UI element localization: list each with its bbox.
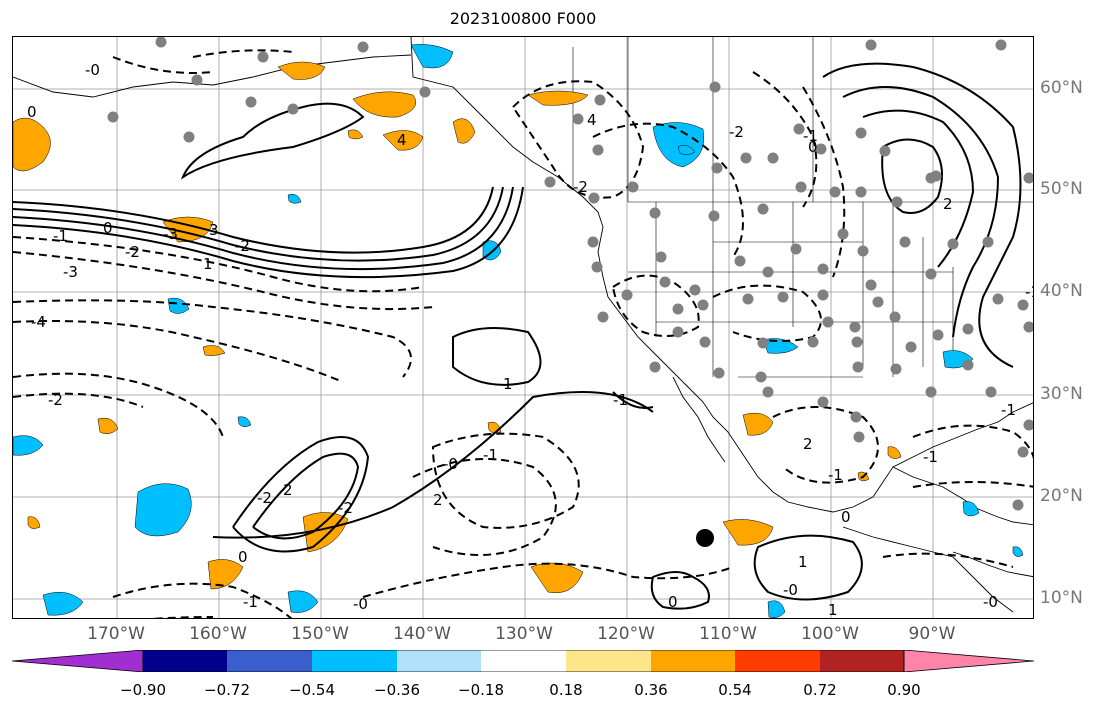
contour-label: 2 xyxy=(433,491,443,509)
contour-label: -2 xyxy=(235,237,250,255)
contour-label: 1 xyxy=(203,255,213,273)
longitude-label: 120°W xyxy=(597,624,655,644)
contour-label: -1 xyxy=(243,593,258,611)
colorbar-segment xyxy=(481,650,566,672)
coastlines xyxy=(13,37,1033,613)
contour-label: -3 xyxy=(63,263,78,281)
colorbar-segment xyxy=(735,650,820,672)
contour-label: 0 xyxy=(668,593,678,611)
contour-label: 4 xyxy=(397,131,407,149)
longitude-label: 160°W xyxy=(189,624,247,644)
contour-label: 0 xyxy=(841,508,851,526)
contour-label: 4 xyxy=(587,111,597,129)
latitude-label: 40°N xyxy=(1040,281,1083,301)
colorbar-tick-label: −0.90 xyxy=(120,681,166,699)
contour-label: -1 xyxy=(1001,401,1016,419)
contour-label: -2 xyxy=(573,178,588,196)
colorbar-tick-label: 0.72 xyxy=(803,681,837,699)
contour-label: 2 xyxy=(803,435,813,453)
longitude-label: 130°W xyxy=(495,624,553,644)
longitude-label: 140°W xyxy=(393,624,451,644)
highlight-station-marker xyxy=(696,529,714,547)
contour-label: -2 xyxy=(338,499,353,517)
colorbar-segment xyxy=(566,650,651,672)
contour-label: -3 xyxy=(163,225,178,243)
colorbar-segment xyxy=(312,650,397,672)
longitude-label: 170°W xyxy=(87,624,145,644)
colorbar-segment xyxy=(820,650,904,672)
contour-label: -0 xyxy=(983,593,998,611)
contour-label: 0 xyxy=(103,219,113,237)
colorbar-tick-label: 0.36 xyxy=(634,681,668,699)
longitude-label: 90°W xyxy=(908,624,956,644)
negative-contours xyxy=(13,49,1033,618)
negative-anomaly-areas xyxy=(13,44,1024,618)
contour-label: -1 xyxy=(1025,283,1034,301)
contour-label: 1 xyxy=(828,601,838,619)
latitude-label: 50°N xyxy=(1040,179,1083,199)
contour-label: -0 xyxy=(783,581,798,599)
colorbar xyxy=(12,650,1034,672)
colorbar-segment xyxy=(143,650,227,672)
colorbar-segment xyxy=(397,650,481,672)
latitude-label: 10°N xyxy=(1040,588,1083,608)
contour-label: -1 xyxy=(613,391,628,409)
colorbar-extend-max xyxy=(903,650,1034,672)
latitude-label: 30°N xyxy=(1040,384,1083,404)
contour-label: 1 xyxy=(798,553,808,571)
colorbar-tick-label: −0.18 xyxy=(458,681,504,699)
map-panel[interactable]: -0 0 0 -3 -2 1 -3 3 -2 -1 -4 -2 4 4 -1 2… xyxy=(12,36,1034,619)
contour-label: 0 xyxy=(808,138,818,156)
latitude-label: 20°N xyxy=(1040,486,1083,506)
colorbar-tick-label: −0.72 xyxy=(204,681,250,699)
contour-label: -2 xyxy=(729,123,744,141)
longitude-label: 150°W xyxy=(291,624,349,644)
contour-label: -2 xyxy=(257,489,272,507)
station-markers xyxy=(107,37,1033,511)
contour-label: -1 xyxy=(828,466,843,484)
positive-anomaly-areas xyxy=(13,61,902,594)
contour-label: -1 xyxy=(53,227,68,245)
contour-label: 1 xyxy=(503,375,513,393)
contour-label: 0 xyxy=(27,103,37,121)
contour-label: -0 xyxy=(443,455,458,473)
colorbar-tick-label: 0.18 xyxy=(549,681,583,699)
contour-label: 3 xyxy=(209,221,219,239)
colorbar-tick-label: −0.36 xyxy=(374,681,420,699)
contour-label: 2 xyxy=(943,195,953,213)
longitude-label: 100°W xyxy=(801,624,859,644)
map-canvas: -0 0 0 -3 -2 1 -3 3 -2 -1 -4 -2 4 4 -1 2… xyxy=(13,37,1034,619)
positive-contours xyxy=(13,62,1022,610)
map-title: 2023100800 F000 xyxy=(449,9,597,28)
contour-labels: -0 0 0 -3 -2 1 -3 3 -2 -1 -4 -2 4 4 -1 2… xyxy=(27,61,1034,619)
colorbar-extend-min xyxy=(12,650,144,672)
contour-label: -4 xyxy=(31,313,46,331)
contour-label: -1 xyxy=(803,127,818,145)
colorbar-tick-label: −0.54 xyxy=(289,681,335,699)
contour-label: -2 xyxy=(125,243,140,261)
contour-label: -2 xyxy=(48,391,63,409)
colorbar-segment xyxy=(651,650,735,672)
contour-label: -0 xyxy=(85,61,100,79)
colorbar-tick-label: 0.90 xyxy=(887,681,921,699)
longitude-label: 110°W xyxy=(699,624,757,644)
contour-label: 0 xyxy=(238,548,248,566)
contour-label: -1 xyxy=(923,448,938,466)
colorbar-tick-label: 0.54 xyxy=(718,681,752,699)
contour-label: -0 xyxy=(353,595,368,613)
latitude-label: 60°N xyxy=(1040,78,1083,98)
contour-label: -1 xyxy=(483,446,498,464)
contour-label: 2 xyxy=(283,481,293,499)
colorbar-segment xyxy=(227,650,312,672)
state-borders xyxy=(572,37,1033,378)
